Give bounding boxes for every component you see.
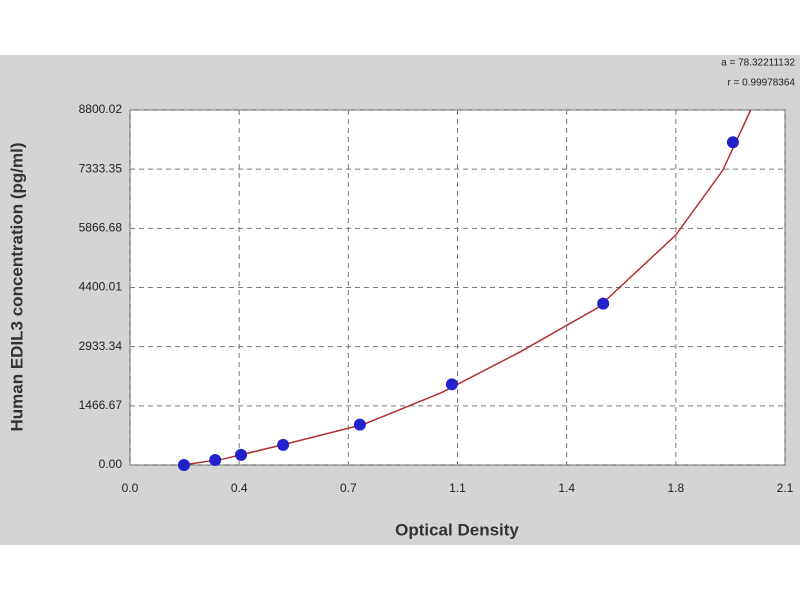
data-point [235, 448, 248, 461]
x-tick-label: 0.0 [122, 481, 139, 495]
y-tick-label: 7333.35 [79, 161, 123, 175]
x-axis-title: Optical Density [395, 520, 519, 539]
annotation: r = 0.99978364 [727, 78, 795, 89]
y-tick-label: 2933.34 [79, 339, 123, 353]
y-tick-label: 5866.68 [79, 221, 123, 235]
x-tick-label: 1.1 [449, 481, 466, 495]
data-point [445, 378, 458, 391]
x-tick-label: 0.7 [340, 481, 357, 495]
data-point [597, 297, 610, 310]
x-tick-label: 0.4 [231, 481, 248, 495]
y-tick-label: 1466.67 [79, 398, 123, 412]
x-tick-label: 1.4 [558, 481, 575, 495]
fit-curve [182, 109, 752, 466]
data-point [353, 418, 366, 431]
y-axis-title: Human EDIL3 concentration (pg/ml) [7, 142, 26, 431]
data-point [277, 438, 290, 451]
data-point [177, 459, 190, 471]
y-tick-label: 0.00 [99, 457, 123, 471]
data-point [726, 136, 739, 149]
annotation: a = 78.32211132 [721, 58, 795, 69]
x-tick-label: 2.1 [777, 481, 794, 495]
y-tick-label: 4400.01 [79, 280, 123, 294]
data-point [209, 453, 222, 466]
x-tick-label: 1.8 [667, 481, 684, 495]
y-tick-label: 8800.02 [79, 102, 123, 116]
